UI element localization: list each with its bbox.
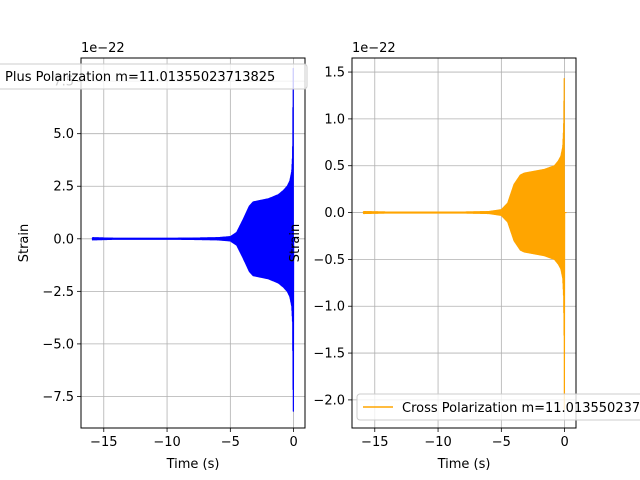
cross-y-tick-label: 0.0: [324, 206, 345, 221]
cross-y-tick-label: 0.5: [324, 159, 345, 174]
cross-waveform-path: [362, 78, 567, 410]
cross-y-ticks: −2.0 −1.5 −1.0 −0.5 0.0 0.5 1.0 1.5: [313, 66, 352, 408]
cross-y-tick-label: 1.0: [324, 112, 345, 127]
plus-y-ticks: −7.5−5.0−2.50.02.55.07.5: [42, 75, 81, 405]
cross-legend: Cross Polarization m=11.01355023713825: [356, 393, 640, 421]
cross-y-tick-label: −1.0: [313, 300, 345, 315]
cross-strain-line: [362, 78, 567, 410]
plus-y-tick-label: −2.5: [42, 285, 74, 300]
cross-x-tick-label: −15: [361, 435, 388, 450]
plus-strain-line: [91, 67, 296, 412]
cross-axes-frame: [351, 57, 577, 429]
cross-polarization-axes: −15 −10 −5 0 −2.0 −1.5 −1.0 −0.5 0.0 0.5 1.0 1.5 1…: [288, 41, 640, 472]
plus-y-tick-label: 2.5: [53, 180, 74, 195]
plus-x-tick-label: −5: [221, 435, 240, 450]
plus-axes-frame: [80, 57, 306, 429]
plus-y-tick-label: 5.0: [53, 127, 74, 142]
plus-y-tick-label: 0.0: [53, 232, 74, 247]
cross-y-tick-label: −0.5: [313, 253, 345, 268]
plus-y-axis-label: Strain: [17, 224, 32, 263]
cross-legend-box: [356, 393, 640, 421]
plus-x-ticks: −15 −10 −5 0: [90, 428, 298, 450]
plus-y-tick-label: −5.0: [42, 337, 74, 352]
cross-x-tick-label: −10: [424, 435, 451, 450]
plus-x-tick-label: −15: [90, 435, 117, 450]
plus-x-axis-label: Time (s): [166, 457, 220, 472]
plus-legend-label: Plus Polarization m=11.01355023713825: [5, 70, 275, 85]
plus-x-tick-label: 0: [289, 435, 297, 450]
plus-polarization-axes: −15−10−50 −7.5−5.0−2.50.02.55.07.5 1e−22…: [0, 41, 308, 472]
cross-y-tick-label: −2.0: [313, 393, 345, 408]
cross-y-axis-label: Strain: [288, 224, 303, 263]
cross-x-tick-label: 0: [560, 435, 568, 450]
cross-x-ticks: −15 −10 −5 0: [361, 428, 569, 450]
plus-y-offset-label: 1e−22: [81, 41, 125, 56]
plus-legend: Plus Polarization m=11.01355023713825: [0, 63, 308, 90]
cross-x-axis-label: Time (s): [437, 457, 491, 472]
cross-x-tick-label: −5: [492, 435, 511, 450]
plus-legend-box: [0, 63, 308, 90]
cross-y-tick-label: −1.5: [313, 347, 345, 362]
cross-y-offset-label: 1e−22: [352, 41, 396, 56]
cross-legend-label: Cross Polarization m=11.01355023713825: [402, 401, 640, 416]
plus-waveform-path: [91, 67, 296, 412]
plus-y-tick-label: −7.5: [42, 390, 74, 405]
plus-x-tick-label: −10: [153, 435, 180, 450]
cross-y-tick-label: 1.5: [324, 66, 345, 81]
